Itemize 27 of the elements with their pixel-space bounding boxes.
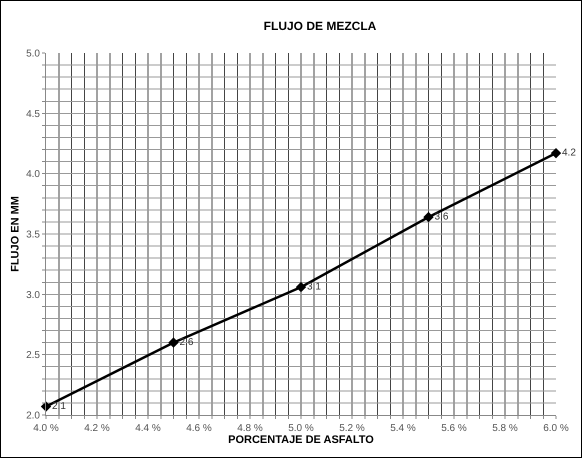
chart-title: FLUJO DE MEZCLA — [264, 18, 377, 33]
data-label: 4.2 — [562, 148, 576, 159]
x-tick-label: 4.4 % — [135, 423, 161, 434]
x-axis-title: PORCENTAJE DE ASFALTO — [228, 434, 374, 446]
y-tick-label: 5.0 — [26, 48, 40, 60]
point — [423, 212, 434, 222]
x-tick-label: 5.0 % — [288, 423, 314, 434]
x-tick-label: 5.6 % — [441, 423, 467, 434]
x-tick-label: 5.8 % — [492, 423, 518, 434]
x-tick-label: 5.4 % — [390, 423, 416, 434]
y-tick-label: 4.0 — [26, 169, 40, 180]
point — [550, 148, 562, 158]
y-tick-label: 3.5 — [26, 230, 40, 240]
y-axis-title: FLUJO EN MM — [10, 196, 22, 272]
point — [296, 282, 306, 292]
y-tick-label: 2.5 — [26, 350, 40, 362]
x-tick-label: 4.2 % — [84, 423, 110, 434]
x-tick-label: 4.6 % — [186, 423, 212, 434]
y-tick-label: 3.0 — [26, 290, 40, 301]
x-tick-label: 6.0 % — [543, 423, 569, 434]
x-tick-label: 5.2 % — [339, 423, 365, 434]
x-tick-label: 4.8 % — [237, 423, 263, 434]
y-tick-label: 4.5 — [26, 108, 40, 120]
point — [168, 337, 179, 348]
data-label: 2.6 — [180, 337, 194, 348]
x-tick-label: 4.0 % — [33, 423, 59, 434]
y-tick-label: 2.0 — [26, 410, 40, 422]
